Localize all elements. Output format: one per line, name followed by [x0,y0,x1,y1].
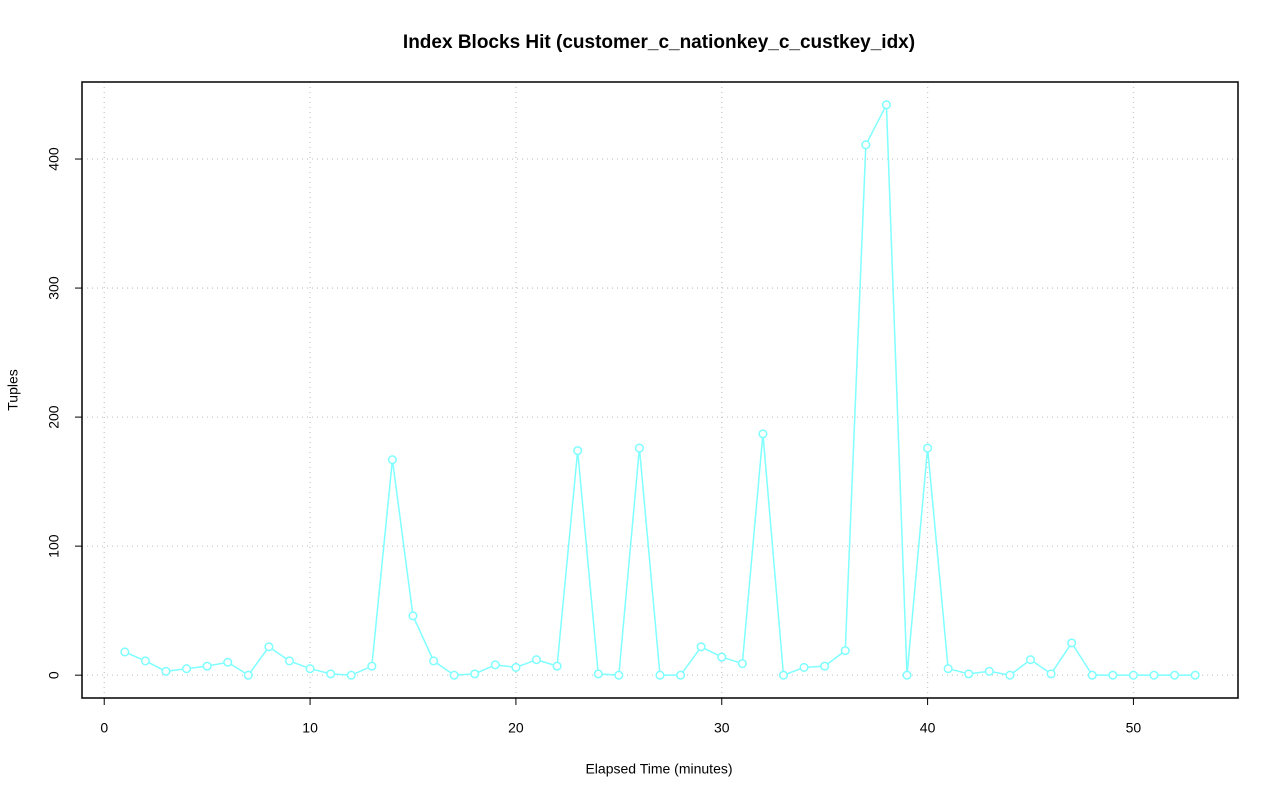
data-point [696,642,706,652]
y-tick-label: 100 [46,534,62,558]
data-point [820,661,830,671]
data-point [223,657,233,667]
data-point [634,443,644,453]
data-point [799,662,809,672]
data-point [182,664,192,674]
data-point [1087,670,1097,680]
data-point [511,662,521,672]
data-point [778,670,789,680]
data-point [1149,670,1159,680]
chart-title: Index Blocks Hit (customer_c_nationkey_c… [403,32,915,53]
data-point [552,661,562,671]
y-axis-label: Tuples [5,369,21,411]
data-point [902,670,912,680]
data-point [593,669,603,679]
data-point [881,100,891,110]
x-tick-label: 20 [508,720,524,736]
y-tick-label: 400 [46,147,62,171]
data-point [367,661,377,671]
y-tick-label: 300 [46,276,62,300]
x-tick-label: 30 [714,720,730,736]
y-tick-label: 0 [46,671,62,679]
data-point [923,443,933,453]
data-point [429,656,439,666]
data-point [243,670,253,680]
data-point [140,656,150,666]
data-point [202,661,212,671]
data-point [1005,670,1015,680]
data-point [717,652,727,662]
data-point [861,140,871,150]
data-point [984,666,994,676]
x-axis-label: Elapsed Time (minutes) [585,761,732,777]
data-point [326,669,336,679]
data-point [758,429,768,439]
data-point [346,670,356,680]
data-point [161,666,171,676]
data-point [120,647,130,657]
data-point [284,656,295,666]
data-point [449,670,459,680]
data-point [840,646,850,656]
data-point [490,660,500,670]
data-point [737,658,747,669]
x-tick-label: 50 [1126,720,1142,736]
x-tick-label: 0 [100,720,108,736]
data-point [614,670,624,680]
x-tick-label: 10 [302,720,318,736]
data-point [264,642,274,652]
plot-frame [81,81,1239,699]
y-tick-label: 200 [46,405,62,429]
data-point [676,670,686,680]
data-point [470,669,480,679]
x-tick-label: 40 [920,720,936,736]
data-point [408,611,418,621]
data-point [943,664,953,674]
data-point [531,655,542,665]
data-point [1170,670,1180,680]
data-point [1025,655,1036,665]
data-point [1190,670,1200,680]
data-point [964,669,974,679]
data-point [1108,670,1118,680]
data-point [1046,669,1056,679]
series-line [124,101,1196,677]
data-point [573,446,583,456]
data-point [655,670,665,680]
data-point [305,664,315,674]
data-point [1067,638,1077,648]
data-point [1128,670,1138,680]
data-point [387,455,397,465]
